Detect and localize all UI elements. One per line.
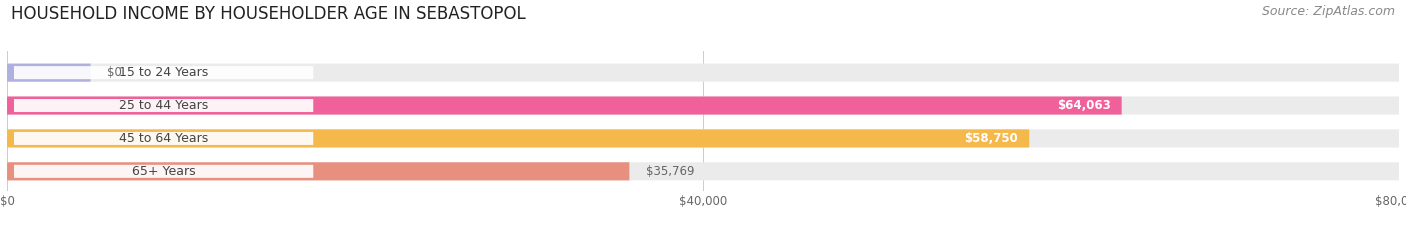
FancyBboxPatch shape (14, 132, 314, 145)
FancyBboxPatch shape (7, 129, 1399, 147)
Text: 15 to 24 Years: 15 to 24 Years (120, 66, 208, 79)
Text: $35,769: $35,769 (647, 165, 695, 178)
FancyBboxPatch shape (7, 96, 1399, 115)
FancyBboxPatch shape (14, 66, 314, 79)
Text: $64,063: $64,063 (1057, 99, 1111, 112)
Text: $0: $0 (107, 66, 122, 79)
FancyBboxPatch shape (7, 64, 1399, 82)
Text: 25 to 44 Years: 25 to 44 Years (120, 99, 208, 112)
FancyBboxPatch shape (14, 165, 314, 178)
FancyBboxPatch shape (7, 162, 630, 180)
FancyBboxPatch shape (7, 64, 90, 82)
Text: Source: ZipAtlas.com: Source: ZipAtlas.com (1261, 5, 1395, 18)
FancyBboxPatch shape (7, 129, 1029, 147)
Text: $58,750: $58,750 (965, 132, 1018, 145)
FancyBboxPatch shape (7, 96, 1122, 115)
Text: HOUSEHOLD INCOME BY HOUSEHOLDER AGE IN SEBASTOPOL: HOUSEHOLD INCOME BY HOUSEHOLDER AGE IN S… (11, 5, 526, 23)
FancyBboxPatch shape (7, 162, 1399, 180)
Text: 45 to 64 Years: 45 to 64 Years (120, 132, 208, 145)
Text: 65+ Years: 65+ Years (132, 165, 195, 178)
FancyBboxPatch shape (14, 99, 314, 112)
